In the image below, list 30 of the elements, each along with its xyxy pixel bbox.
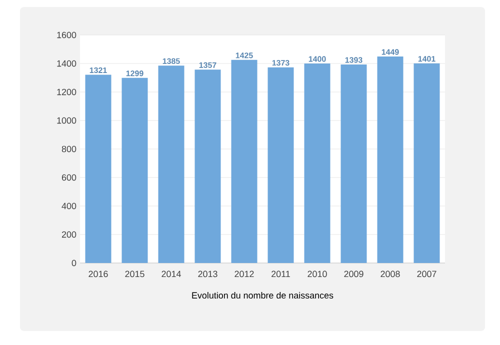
y-tick-label: 400 [62,202,76,210]
bar [340,64,367,263]
bar [194,70,221,263]
bar [122,78,148,263]
x-tick-label: 2008 [380,270,400,278]
y-tick-label: 600 [62,174,76,181]
y-tick-label: 1400 [57,60,76,67]
bar [304,63,330,263]
bar [85,74,112,263]
x-tick-label: 2007 [417,270,436,278]
x-axis-title: Evolution du nombre de naissances [192,292,334,299]
x-tick-label: 2012 [234,270,254,278]
y-tick-label: 1600 [57,32,76,38]
bar [414,63,440,263]
x-tick-label: 2011 [272,270,290,278]
x-tick-label: 2014 [162,270,181,278]
bar [231,60,258,263]
y-tick-label: 1000 [57,117,76,124]
x-tick-label: 2009 [344,270,364,278]
bar [158,66,184,263]
y-tick-label: 1200 [57,88,76,96]
bar [268,67,294,263]
x-tick-label: 2016 [88,270,108,278]
y-tick-label: 200 [62,231,76,238]
x-tick-label: 2015 [125,270,144,278]
x-tick-label: 2010 [308,270,327,278]
bar [377,56,404,263]
x-tick-label: 2013 [198,270,218,278]
y-tick-label: 0 [72,260,76,266]
y-tick-label: 800 [62,146,76,152]
